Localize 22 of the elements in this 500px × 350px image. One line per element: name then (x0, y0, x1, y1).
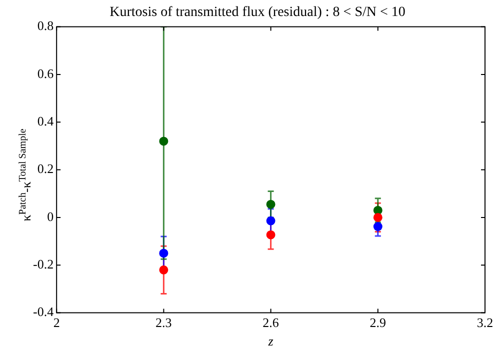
y-tick-label: 0.8 (37, 18, 54, 34)
x-tick-label: 2 (53, 315, 60, 330)
x-axis-title: z (267, 334, 274, 349)
point (266, 216, 276, 226)
y-tick-label: 0.2 (37, 161, 54, 176)
point (159, 265, 168, 274)
x-tick-label: 3.2 (476, 315, 494, 330)
x-tick-label: 2.3 (156, 315, 172, 330)
point (266, 230, 276, 240)
point (159, 248, 168, 258)
chart-title: Kurtosis of transmitted flux (residual) : 8 < S/N < 10 (110, 5, 406, 20)
y-tick-label: 0.4 (37, 114, 54, 129)
point (159, 136, 168, 146)
point (266, 200, 276, 209)
x-tick-label: 2.9 (370, 315, 386, 330)
y-tick-label: -0.2 (32, 256, 54, 272)
point (373, 212, 382, 222)
y-tick-label: 0.6 (37, 66, 54, 81)
y-tick-label: 0 (47, 208, 54, 224)
point (373, 222, 382, 232)
x-tick-label: 2.6 (262, 315, 280, 330)
y-tick-label: -0.4 (32, 304, 54, 320)
